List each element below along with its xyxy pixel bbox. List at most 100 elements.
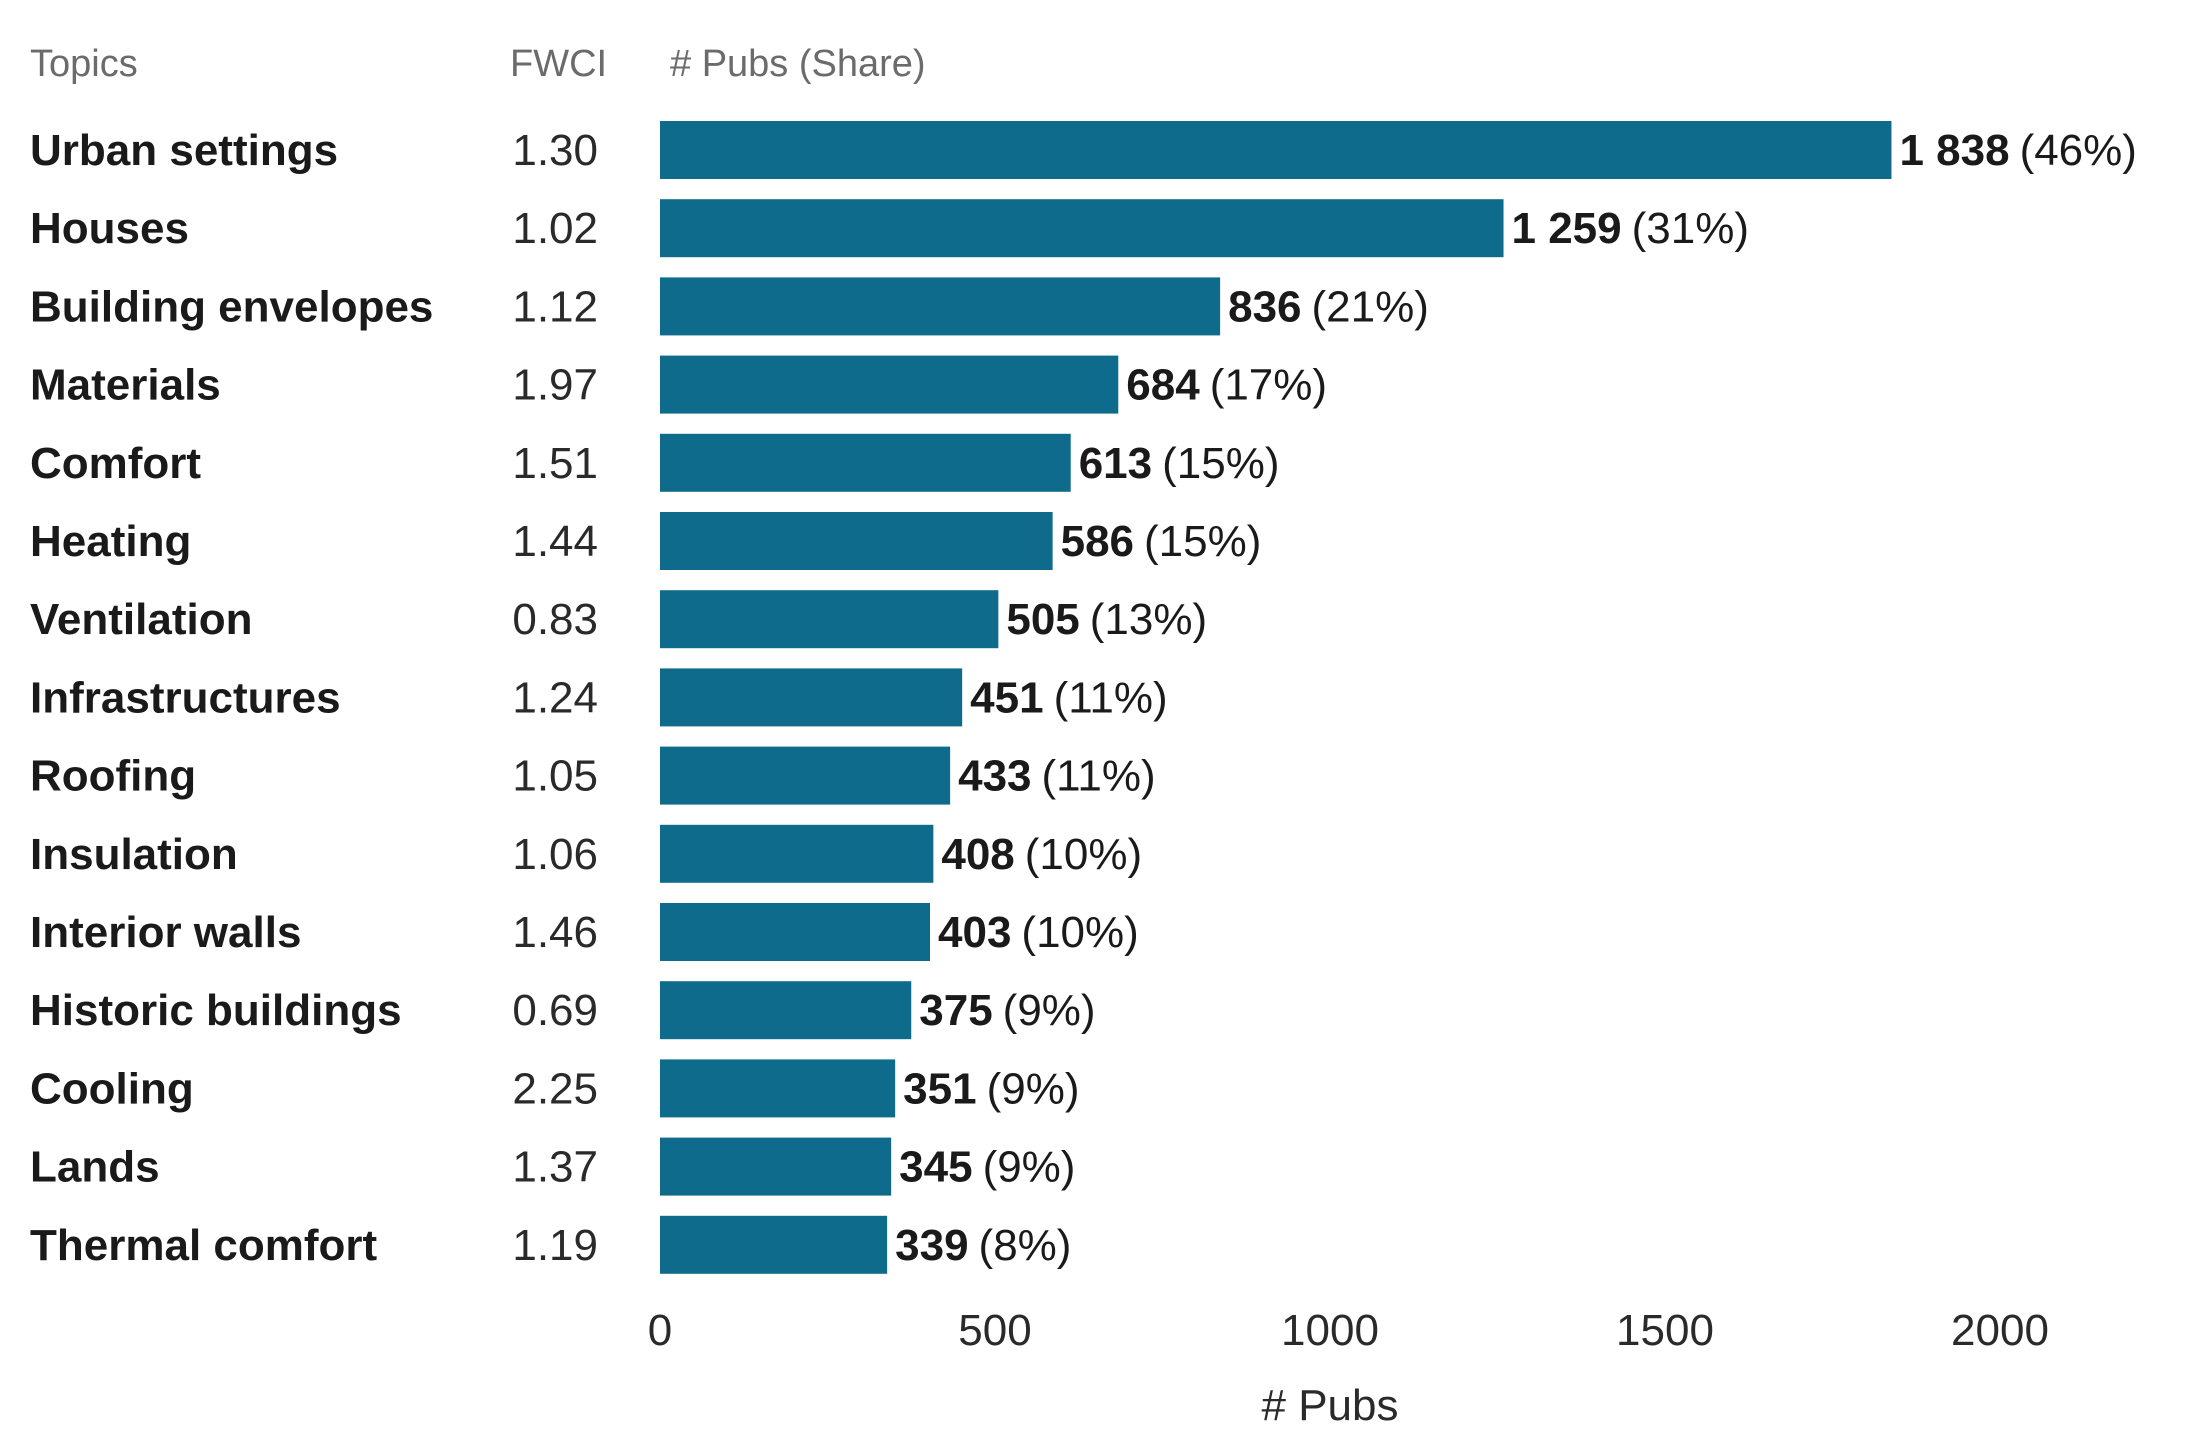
fwci-value: 1.46 [512,908,598,957]
fwci-value: 1.02 [512,204,598,253]
x-tick-label: 500 [958,1306,1031,1355]
data-label-value: 836 [1228,282,1301,331]
pubs-share-header: # Pubs (Share) [670,43,926,85]
fwci-value: 1.05 [512,752,598,801]
data-label: 1 838 (46%) [1899,126,2136,175]
data-label: 451 (11%) [970,673,1168,722]
topic-label: Insulation [30,830,238,879]
data-label-share: (21%) [1312,282,1429,331]
bar [660,1059,896,1118]
topics-header: Topics [30,43,138,85]
bar [660,277,1221,336]
data-label: 351 (9%) [903,1064,1079,1113]
data-label-share: (46%) [2020,126,2137,175]
x-tick-label: 0 [648,1306,672,1355]
data-label-share: (31%) [1632,204,1749,253]
data-label: 684 (17%) [1126,361,1327,410]
fwci-value: 1.44 [512,517,598,566]
data-label: 433 (11%) [958,752,1156,801]
data-label: 339 (8%) [895,1221,1071,1270]
data-label: 408 (10%) [941,830,1142,879]
data-label-value: 339 [895,1221,968,1270]
fwci-value: 0.69 [512,986,598,1035]
data-label-value: 613 [1079,439,1152,488]
chart-row: Insulation 1.06 408 (10%) [30,824,1142,883]
data-label-share: (9%) [983,1143,1076,1192]
bar [660,1137,892,1196]
chart-row: Ventilation 0.83 505 (13%) [30,590,1207,649]
x-tick-label: 1500 [1616,1306,1714,1355]
data-label-share: (11%) [1042,752,1156,801]
chart-rows: Urban settings 1.30 1 838 (46%) Houses 1.02 1 … [30,121,2137,1274]
data-label-share: (10%) [1021,908,1138,957]
chart-row: Interior walls 1.46 403 (10%) [30,903,1139,961]
chart-row: Infrastructures 1.24 451 (11%) [30,668,1168,727]
x-tick-label: 1000 [1281,1306,1379,1355]
data-label-value: 1 838 [1899,126,2009,175]
data-label-share: (13%) [1090,595,1207,644]
bar [660,903,931,961]
chart-row: Heating 1.44 586 (15%) [30,512,1261,570]
chart-row: Historic buildings 0.69 375 (9%) [30,981,1096,1040]
x-tick-label: 2000 [1951,1306,2049,1355]
chart-row: Materials 1.97 684 (17%) [30,355,1327,414]
topic-label: Comfort [30,439,201,488]
fwci-value: 1.37 [512,1143,598,1192]
data-label-value: 505 [1006,595,1079,644]
topic-label: Houses [30,204,189,253]
data-label-value: 1 259 [1512,204,1622,253]
data-label-share: (10%) [1025,830,1142,879]
bar [660,433,1071,492]
data-label-value: 433 [958,752,1031,801]
topic-label: Ventilation [30,595,252,644]
bar [660,512,1053,570]
data-label-value: 408 [941,830,1014,879]
topic-label: Urban settings [30,126,338,175]
chart-row: Cooling 2.25 351 (9%) [30,1059,1079,1118]
fwci-value: 1.19 [512,1221,598,1270]
chart-row: Thermal comfort 1.19 339 (8%) [30,1215,1071,1274]
data-label-value: 403 [938,908,1011,957]
fwci-value: 1.51 [512,439,598,488]
bar [660,199,1504,258]
data-label-value: 586 [1061,517,1134,566]
chart-row: Urban settings 1.30 1 838 (46%) [30,121,2137,179]
data-label-share: (15%) [1162,439,1279,488]
data-label: 613 (15%) [1079,439,1280,488]
topic-label: Building envelopes [30,282,433,331]
fwci-value: 0.83 [512,595,598,644]
data-label: 505 (13%) [1006,595,1207,644]
data-label: 586 (15%) [1061,517,1262,566]
x-axis-label: # Pubs [1262,1381,1399,1430]
data-label-value: 684 [1126,361,1200,410]
column-headers: Topics FWCI # Pubs (Share) [30,43,926,85]
data-label-share: (17%) [1210,361,1327,410]
data-label-share: (9%) [987,1064,1080,1113]
bar [660,590,999,649]
topic-label: Lands [30,1143,160,1192]
topic-label: Roofing [30,752,196,801]
fwci-value: 1.97 [512,361,598,410]
fwci-header: FWCI [510,43,607,85]
bar [660,668,963,727]
fwci-value: 1.06 [512,830,598,879]
bar [660,824,934,883]
chart-row: Lands 1.37 345 (9%) [30,1137,1075,1196]
topic-label: Thermal comfort [30,1221,378,1270]
chart-row: Roofing 1.05 433 (11%) [30,746,1156,805]
topic-label: Interior walls [30,908,301,957]
data-label-value: 345 [899,1143,972,1192]
bar [660,355,1119,414]
data-label-share: (9%) [1003,986,1096,1035]
data-label-value: 451 [970,673,1043,722]
chart-row: Building envelopes 1.12 836 (21%) [30,277,1429,336]
fwci-value: 1.24 [512,673,598,722]
data-label: 345 (9%) [899,1143,1075,1192]
data-label: 836 (21%) [1228,282,1429,331]
topic-label: Cooling [30,1064,194,1113]
topic-label: Materials [30,361,221,410]
data-label-value: 351 [903,1064,976,1113]
fwci-value: 2.25 [512,1064,598,1113]
